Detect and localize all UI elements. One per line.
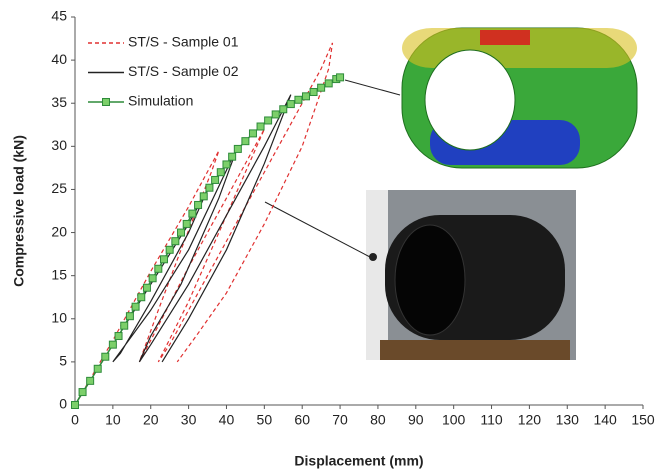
marker [286,100,295,109]
x-tick-label: 120 [518,412,542,428]
marker [108,340,117,349]
marker [159,255,168,264]
marker [137,293,146,302]
x-tick-label: 90 [408,412,424,428]
marker [216,168,225,177]
leader-line [264,201,371,258]
marker [194,200,203,209]
y-tick-label: 30 [51,137,67,153]
x-tick-label: 50 [257,412,273,428]
marker [165,245,174,254]
marker [188,209,197,218]
marker [256,122,265,131]
marker [171,237,180,246]
marker [182,219,191,228]
marker [120,321,129,330]
y-tick-label: 35 [51,94,67,110]
legend-label: ST/S - Sample 02 [128,63,239,79]
marker [248,129,257,138]
marker [205,183,214,192]
y-axis-title: Compressive load (kN) [11,135,27,287]
y-tick-label: 40 [51,51,67,67]
legend-label: ST/S - Sample 01 [128,34,239,50]
marker [93,364,102,373]
marker [142,283,151,292]
legend-marker [102,98,110,106]
y-tick-label: 5 [59,353,67,369]
x-tick-label: 10 [105,412,121,428]
marker [309,88,318,97]
x-tick-label: 110 [480,412,503,428]
legend-label: Simulation [128,93,193,109]
x-tick-label: 150 [631,412,655,428]
marker [241,137,250,146]
x-tick-label: 100 [442,412,466,428]
y-tick-label: 15 [51,266,67,282]
marker [148,274,157,283]
test-photo [366,190,576,360]
series-line [74,76,341,406]
marker [317,83,326,92]
marker [271,110,280,119]
marker [301,92,310,101]
marker [294,95,303,104]
x-tick-label: 70 [332,412,348,428]
x-tick-label: 40 [219,412,235,428]
marker [177,228,186,237]
marker [211,175,220,184]
leader-line [344,79,401,96]
y-tick-label: 45 [51,8,67,24]
marker [114,332,123,341]
marker [264,116,273,125]
y-tick-label: 0 [59,396,67,412]
marker [324,79,333,88]
marker [86,376,95,385]
marker [228,152,237,161]
marker [101,352,110,361]
x-tick-label: 140 [593,412,617,428]
marker [199,192,208,201]
marker [336,73,345,82]
x-tick-label: 20 [143,412,159,428]
x-tick-label: 0 [71,412,79,428]
marker [154,264,163,273]
y-tick-label: 25 [51,180,67,196]
y-tick-label: 20 [51,223,67,239]
x-tick-label: 60 [294,412,310,428]
y-tick-label: 10 [51,309,67,325]
simulation-image [401,27,638,169]
marker [125,312,134,321]
marker [131,302,140,311]
series-line [74,42,334,406]
x-tick-label: 130 [556,412,580,428]
x-tick-label: 30 [181,412,197,428]
marker [71,401,79,409]
marker [279,105,288,114]
x-axis-title: Displacement (mm) [294,453,423,469]
marker [78,388,87,397]
x-tick-label: 80 [370,412,386,428]
marker [233,144,242,153]
marker [222,160,231,169]
